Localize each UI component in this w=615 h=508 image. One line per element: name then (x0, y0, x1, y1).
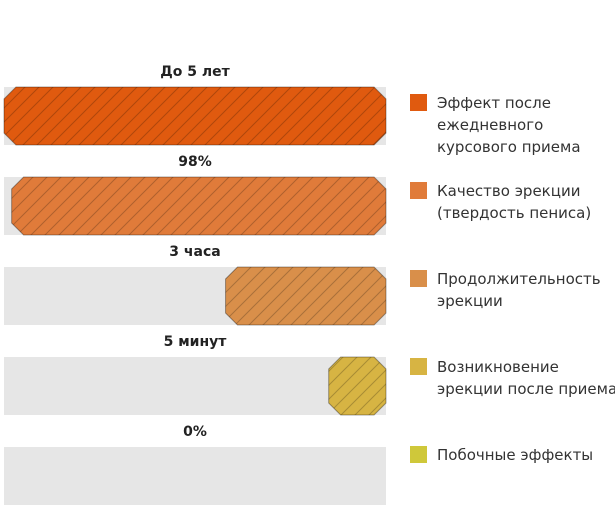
bar-hatch (225, 267, 386, 325)
bar-value-label: 0% (183, 424, 207, 440)
legend-label: Качество эрекции (437, 182, 580, 200)
legend-swatch (410, 94, 427, 111)
legend-label: эрекции после приема (437, 380, 615, 398)
bar-track (4, 447, 386, 505)
bar-hatch (328, 357, 386, 415)
legend-label: эрекции (437, 292, 503, 310)
bar-track (4, 357, 386, 415)
bar-value-label: 3 часа (169, 244, 220, 260)
bar-hatch (4, 87, 386, 145)
legend-label: Продолжительность (437, 270, 601, 288)
legend-label: Эффект после (437, 94, 551, 112)
legend-label: Возникновение (437, 358, 559, 376)
legend-label: Побочные эффекты (437, 446, 593, 464)
legend-swatch (410, 182, 427, 199)
legend-swatch (410, 358, 427, 375)
legend-swatch (410, 446, 427, 463)
bar-value-label: 5 минут (164, 334, 228, 350)
legend-label: курсового приема (437, 138, 581, 156)
legend-swatch (410, 270, 427, 287)
bar-value-label: 98% (178, 154, 212, 170)
bar-value-label: До 5 лет (160, 64, 230, 80)
legend-label: (твердость пениса) (437, 204, 591, 222)
bar-hatch (11, 177, 386, 235)
legend-label: ежедневного (437, 116, 543, 134)
